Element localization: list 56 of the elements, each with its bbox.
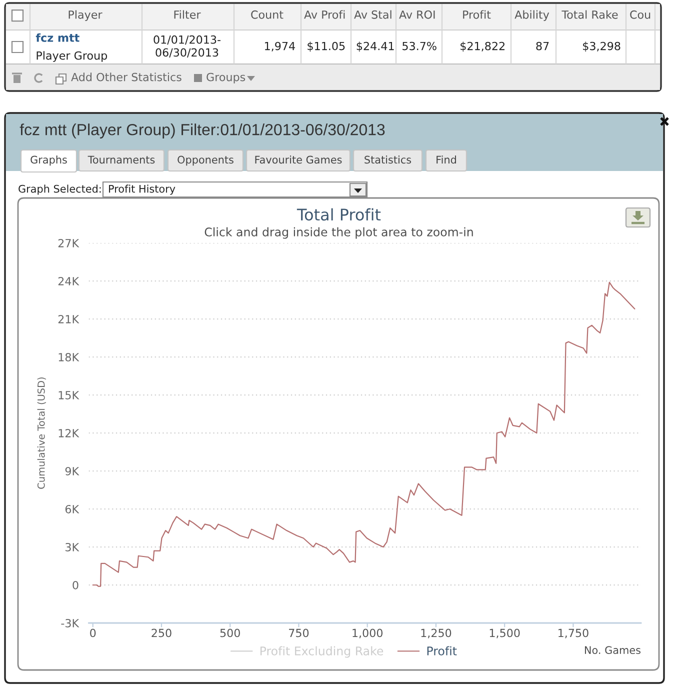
y-tick-label: 18K [58,352,80,362]
y-tick-label: 3K [66,542,80,552]
text: Graph Selected: [18,184,101,195]
x-tick-label: 1,250 [421,628,452,638]
text: fcz mtt (Player Group) Filter:01/01/2013-06/30/2013 [20,124,385,138]
text: 01/01/2013- 06/30/2013 [154,35,220,58]
y-tick-label: 21K [58,314,80,324]
text: Groups [206,72,246,84]
text: Tournaments [88,156,155,164]
y-tick-label: -3K [61,618,80,628]
line-series [92,282,636,587]
text: Total Rake [562,10,618,19]
text: $11.05 [308,42,345,52]
text: 1,974 [265,42,295,52]
text: Filter [174,10,201,19]
y-tick-label: 9K [65,466,80,476]
text: 53.7% [402,42,436,50]
text: Av ROI [399,10,435,19]
text: $21,822 [460,42,504,52]
y-tick-label: 12K [58,428,80,438]
text: Ability [514,10,550,21]
y-tick-label: 15K [58,391,80,400]
y-tick-label: 24K [58,276,80,286]
text: Graphs [30,156,67,166]
text: Count [251,10,284,19]
chart-title: Total Profit [296,208,381,221]
text: Find [436,156,456,164]
chart-subtitle: Click and drag inside the plot area to zoom-in [204,227,473,239]
text: Player Group [36,51,108,62]
x-tick-label: 0 [90,628,96,638]
legend-label: Profit [427,646,457,656]
x-axis-title: No. Games [584,646,640,654]
text: Add Other Statistics [71,72,182,82]
text: Av Profi [304,10,345,19]
text: $24.41 [356,42,394,52]
y-tick-label: 27K [58,238,80,248]
text: Opponents [178,156,234,166]
y-tick-label: 0 [72,580,78,590]
text: Av Stal [354,10,392,19]
text: fcz mtt [36,33,80,42]
x-tick-label: 1,750 [558,628,588,638]
text: Favourite Games [255,156,342,164]
x-tick-label: 750 [289,628,309,638]
x-tick-label: 500 [220,628,240,638]
text: $3,298 [583,42,620,52]
y-axis-title: Cumulative Total (USD) [37,377,46,489]
x-tick-label: 250 [152,628,172,638]
text: Statistics [364,156,412,164]
x-tick-label: 1,000 [352,628,383,638]
text: Profit [463,10,491,19]
text: 87 [536,42,549,50]
text: Cou [630,10,650,19]
text: Profit History [109,184,176,195]
y-tick-label: 6K [65,504,80,514]
text: Player [68,10,102,21]
x-tick-label: 1,500 [490,628,520,638]
